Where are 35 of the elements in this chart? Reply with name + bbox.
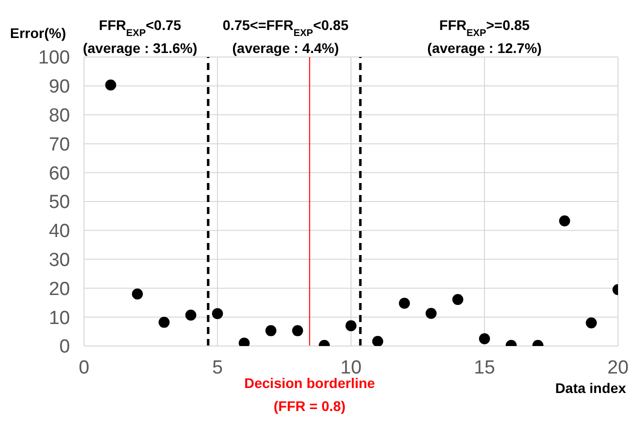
x-tick-label: 15: [474, 357, 496, 378]
x-tick-label: 5: [212, 357, 223, 378]
point: [105, 80, 116, 91]
text: 0.75<=FFR$_{EXP}$<0.85 (average : 4.4%): [222, 17, 349, 56]
point: [265, 325, 276, 336]
point: [586, 317, 597, 328]
y-axis-title: Error(%): [10, 25, 66, 41]
text: FFR$_{EXP}$<0.75 (average : 31.6%): [82, 17, 198, 56]
point: [452, 294, 464, 305]
y-tick-label: 100: [38, 48, 70, 69]
y-tick-label: 0: [59, 336, 70, 358]
point: [212, 308, 223, 320]
point: [479, 333, 490, 344]
y-tick-label: 70: [48, 134, 70, 156]
point: [426, 308, 437, 319]
y-tick-label: 20: [48, 278, 70, 300]
point: [185, 310, 196, 321]
point: [372, 336, 384, 346]
text: FFR$_{EXP}$>=0.85 (average : 12.7%): [427, 17, 542, 56]
y-tick-label: 10: [48, 308, 70, 329]
point: [346, 320, 356, 332]
y-tick-label: 60: [48, 163, 70, 184]
y-tick-label: 30: [48, 250, 70, 272]
point: [292, 325, 304, 336]
point: [158, 316, 170, 328]
x-tick-label: 0: [78, 357, 90, 378]
y-tick-label: 40: [48, 221, 70, 242]
y-tick-label: 90: [48, 76, 70, 98]
x-tick-label: 20: [607, 357, 629, 378]
point: [398, 298, 410, 309]
x-axis-title: Data index: [555, 380, 626, 396]
point: [559, 215, 570, 226]
point: [132, 288, 143, 300]
y-tick-label: 80: [48, 106, 70, 127]
y-tick-label: 50: [48, 192, 70, 214]
